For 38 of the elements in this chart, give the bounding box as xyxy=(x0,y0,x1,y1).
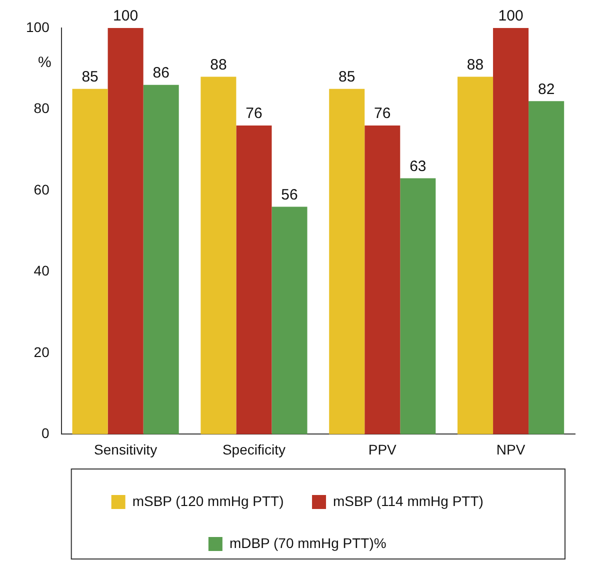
data-label: 100 xyxy=(498,8,524,25)
y-axis-title: % xyxy=(38,54,52,72)
data-label: 82 xyxy=(538,80,555,98)
x-tick-label: PPV xyxy=(368,441,398,458)
legend-label: mSBP (120 mmHg PTT) xyxy=(132,492,284,509)
legend-label: mSBP (114 mmHg PTT) xyxy=(333,492,484,509)
y-tick-label: 60 xyxy=(34,181,50,198)
data-label: 100 xyxy=(113,8,138,25)
data-label: 86 xyxy=(152,64,170,82)
x-tick-label: Sensitivity xyxy=(94,441,158,458)
data-label: 85 xyxy=(338,68,356,86)
y-tick-label: 40 xyxy=(34,262,50,279)
data-label: 76 xyxy=(246,105,262,122)
bar xyxy=(72,88,108,434)
bar xyxy=(272,206,308,434)
x-tick-label: Specificity xyxy=(222,441,286,458)
y-tick-label: 100 xyxy=(26,18,50,35)
bar xyxy=(236,125,272,434)
bar xyxy=(493,28,529,434)
bar xyxy=(400,178,436,434)
data-label: 63 xyxy=(410,158,426,175)
bar xyxy=(200,76,236,434)
y-tick-label: 20 xyxy=(34,344,50,360)
bar xyxy=(143,84,179,434)
data-label: 76 xyxy=(374,105,391,122)
y-tick-label: 80 xyxy=(34,100,50,116)
y-tick-label: 0 xyxy=(42,425,50,442)
data-label: 88 xyxy=(466,56,484,74)
bar xyxy=(329,88,365,434)
data-label: 56 xyxy=(281,186,298,204)
bar xyxy=(528,101,564,434)
bar xyxy=(458,76,494,434)
data-label: 88 xyxy=(210,56,227,74)
x-tick-label: NPV xyxy=(496,441,526,458)
legend-label: mDBP (70 mmHg PTT)% xyxy=(229,534,386,551)
bar xyxy=(108,28,144,434)
data-label: 85 xyxy=(82,68,98,86)
bar xyxy=(364,125,400,434)
